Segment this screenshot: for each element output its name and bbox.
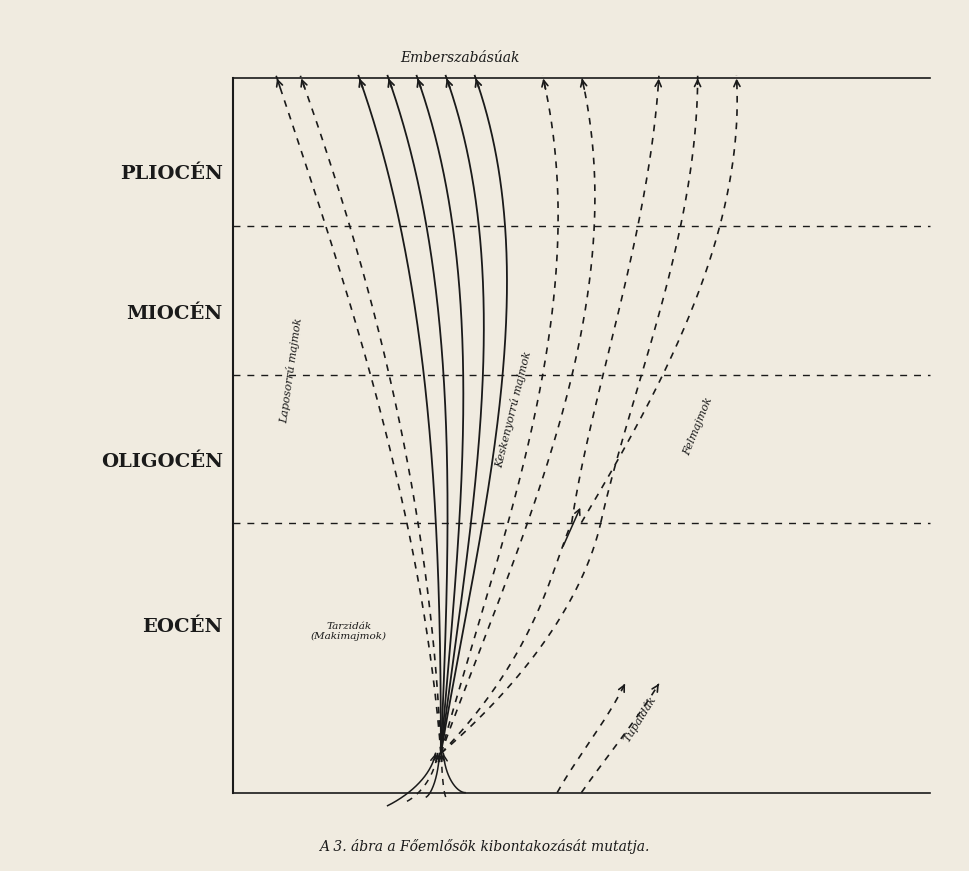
Text: OLIGOCÉN: OLIGOCÉN xyxy=(101,453,223,470)
Text: A 3. ábra a Főemlősök kibontakozását mutatja.: A 3. ábra a Főemlősök kibontakozását mut… xyxy=(320,839,649,854)
Text: PLIOCÉN: PLIOCÉN xyxy=(120,165,223,183)
Text: Laposorrú majmok: Laposorrú majmok xyxy=(278,317,303,423)
Text: Tarzidák
(Makimajmok): Tarzidák (Makimajmok) xyxy=(311,622,387,641)
Text: Tupaidák: Tupaidák xyxy=(621,693,658,744)
Text: Felmajmok: Felmajmok xyxy=(681,396,714,457)
Text: MIOCÉN: MIOCÉN xyxy=(127,305,223,322)
Text: Emberszabásúak: Emberszabásúak xyxy=(400,51,520,65)
Text: Keskenyorrú majmok: Keskenyorrú majmok xyxy=(494,350,533,469)
Text: EOCÉN: EOCÉN xyxy=(142,618,223,636)
